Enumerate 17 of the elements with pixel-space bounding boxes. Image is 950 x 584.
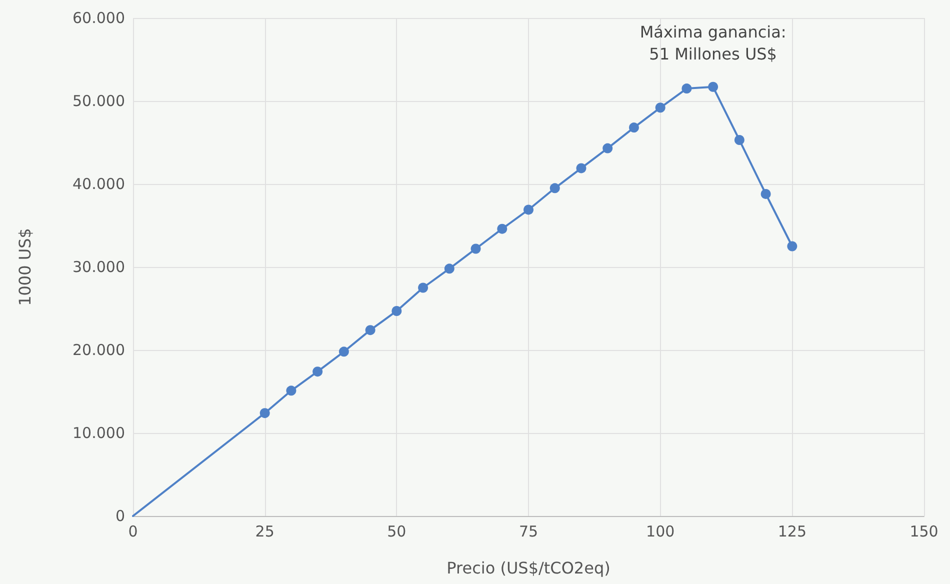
y-tick-label: 10.000 [72, 424, 125, 442]
x-tick-label: 125 [778, 522, 806, 540]
x-tick-label: 50 [387, 522, 406, 540]
x-axis-title: Precio (US$/tCO2eq) [446, 558, 610, 578]
y-tick-label: 30.000 [72, 258, 125, 276]
y-tick-label: 0 [115, 507, 125, 525]
x-tick-label: 100 [646, 522, 675, 540]
y-tick-label: 20.000 [72, 341, 125, 359]
y-tick-label: 40.000 [72, 175, 125, 193]
x-tick-label: 150 [910, 522, 938, 540]
annotation: Máxima ganancia: 51 Millones US$ [640, 22, 786, 64]
x-tick-label: 75 [518, 522, 538, 540]
y-tick-label: 60.000 [72, 9, 125, 27]
x-tick-label: 0 [128, 522, 138, 540]
x-tick-label: 25 [255, 522, 274, 540]
y-axis-title: 1000 US$ [16, 228, 34, 306]
y-tick-label: 50.000 [72, 92, 125, 110]
